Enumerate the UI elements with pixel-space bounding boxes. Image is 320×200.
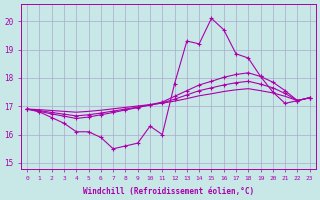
X-axis label: Windchill (Refroidissement éolien,°C): Windchill (Refroidissement éolien,°C) <box>83 187 254 196</box>
